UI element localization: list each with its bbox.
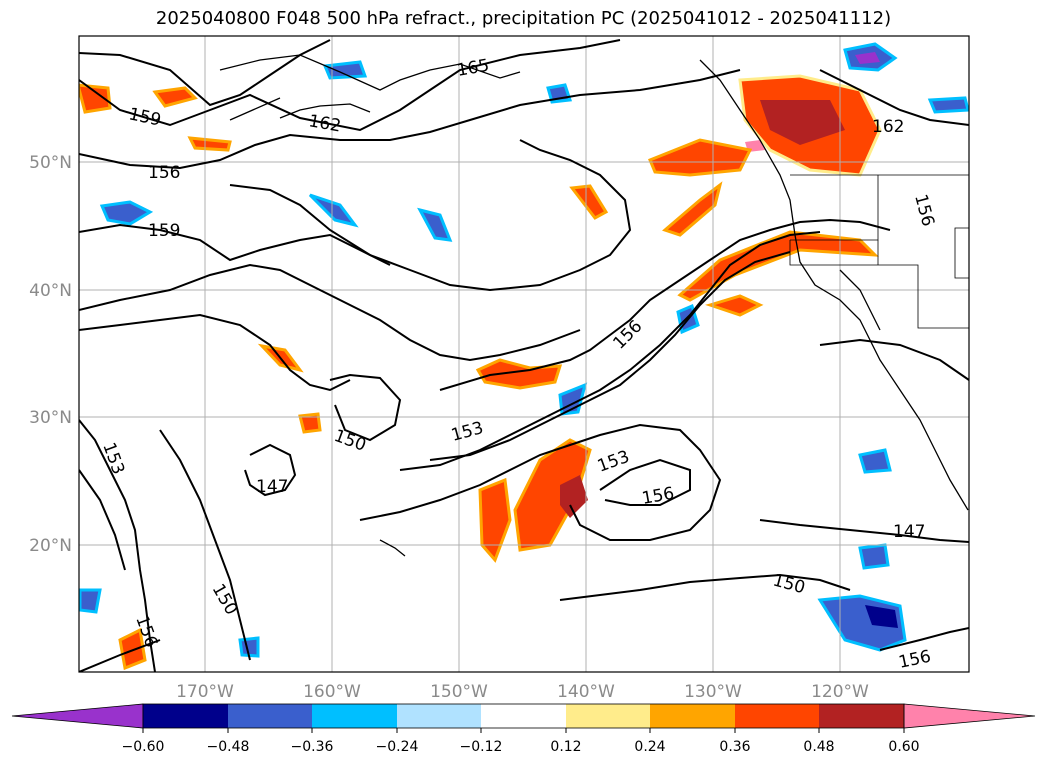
negative-blob-core bbox=[865, 605, 898, 628]
colorbar-segment bbox=[650, 704, 735, 728]
negative-blob bbox=[322, 60, 368, 80]
lon-label: 130°W bbox=[684, 682, 742, 702]
colorbar-segment bbox=[566, 704, 650, 728]
colorbar-tick: −0.48 bbox=[207, 739, 250, 755]
coastline bbox=[219, 54, 969, 557]
positive-blob bbox=[677, 230, 879, 302]
latitude-labels: 50°N 40°N 30°N 20°N bbox=[29, 153, 72, 556]
lat-label: 50°N bbox=[29, 153, 72, 173]
map-panel: 165 162 159 156 159 162 156 156 153 150 … bbox=[79, 36, 969, 672]
contour-label: 147 bbox=[256, 477, 288, 497]
colorbar-extend-right bbox=[903, 703, 1036, 729]
colorbar-tick: 0.60 bbox=[888, 739, 919, 755]
positive-blob bbox=[118, 627, 147, 671]
positive-blob-core bbox=[560, 475, 588, 518]
positive-blob-core bbox=[760, 100, 845, 145]
negative-blob bbox=[238, 636, 260, 658]
colorbar-segment bbox=[481, 704, 566, 728]
negative-blob-core bbox=[855, 52, 880, 64]
positive-blob bbox=[475, 358, 563, 390]
lon-label: 170°W bbox=[176, 682, 234, 702]
state-borders bbox=[789, 174, 969, 329]
colorbar-extend-left bbox=[11, 703, 144, 729]
positive-blob bbox=[79, 83, 112, 114]
lon-label: 140°W bbox=[557, 682, 615, 702]
shaded-field bbox=[79, 42, 969, 671]
positive-blob bbox=[298, 412, 322, 434]
positive-blob bbox=[662, 181, 723, 237]
negative-blob bbox=[927, 96, 969, 114]
colorbar-tick: −0.36 bbox=[291, 739, 334, 755]
colorbar-tick: 0.12 bbox=[550, 739, 581, 755]
colorbar-tick: 0.48 bbox=[803, 739, 834, 755]
graticule bbox=[79, 36, 969, 672]
chart-title: 2025040800 F048 500 hPa refract., precip… bbox=[155, 8, 892, 29]
contour-label: 159 bbox=[148, 221, 180, 241]
colorbar-segment bbox=[819, 704, 904, 728]
lon-label: 160°W bbox=[303, 682, 361, 702]
positive-blob bbox=[478, 477, 512, 563]
contour-label: 147 bbox=[893, 522, 925, 542]
negative-blob bbox=[858, 448, 892, 474]
colorbar-segment bbox=[312, 704, 397, 728]
positive-blob bbox=[648, 138, 753, 177]
lon-label: 120°W bbox=[811, 682, 869, 702]
colorbar: −0.60 −0.48 −0.36 −0.24 −0.12 0.12 0.24 … bbox=[11, 703, 1036, 755]
contour-label: 162 bbox=[872, 117, 904, 137]
lat-label: 30°N bbox=[29, 408, 72, 428]
longitude-labels: 170°W 160°W 150°W 140°W 130°W 120°W bbox=[176, 682, 869, 702]
colorbar-segment bbox=[397, 704, 481, 728]
positive-blob bbox=[705, 294, 764, 317]
colorbar-tick: 0.24 bbox=[634, 739, 665, 755]
colorbar-segment bbox=[228, 704, 312, 728]
negative-blob bbox=[79, 588, 102, 614]
positive-blob bbox=[513, 438, 592, 552]
colorbar-tick: 0.36 bbox=[719, 739, 750, 755]
negative-blob bbox=[417, 207, 453, 242]
negative-blob bbox=[99, 200, 154, 226]
colorbar-tick: −0.24 bbox=[376, 739, 419, 755]
colorbar-segment bbox=[735, 704, 819, 728]
lon-label: 150°W bbox=[430, 682, 488, 702]
colorbar-tick: −0.60 bbox=[122, 739, 165, 755]
colorbar-segment bbox=[143, 704, 228, 728]
colorbar-tick: −0.12 bbox=[460, 739, 503, 755]
lat-label: 40°N bbox=[29, 281, 72, 301]
contour-label: 156 bbox=[148, 163, 180, 183]
positive-blob bbox=[569, 184, 609, 220]
positive-blob bbox=[152, 86, 198, 108]
negative-blob bbox=[858, 543, 890, 570]
lat-label: 20°N bbox=[29, 536, 72, 556]
map-frame bbox=[78, 35, 970, 673]
positive-blob bbox=[187, 136, 232, 152]
contour-lines bbox=[79, 39, 969, 672]
